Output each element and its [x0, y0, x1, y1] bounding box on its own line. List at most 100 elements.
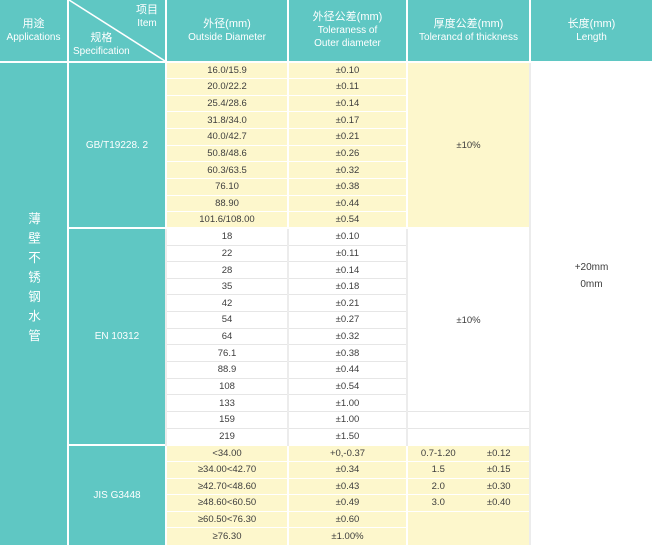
od-tolerance-cell: ±0.14	[287, 94, 407, 112]
table-row: 108 ±0.54	[0, 377, 652, 395]
col-header-od-tolerance: 外径公差(mm) Toleraness of Outer diameter	[287, 0, 407, 62]
od-cell: 88.90	[165, 194, 288, 212]
od-tolerance-cell: ±0.54	[287, 211, 407, 229]
od-cell: 64	[165, 327, 288, 345]
table-row: 60.3/63.5 ±0.32	[0, 161, 652, 179]
thickness-tolerance: ±0.15	[486, 464, 511, 476]
od-tolerance-cell: ±0.14	[287, 261, 407, 279]
item-label-block: 项目 Item	[136, 4, 158, 30]
od-tolerance-cell: ±0.44	[287, 194, 407, 212]
table-row: 20.0/22.2 ±0.11	[0, 78, 652, 96]
thickness-range-tolerance-cell: 3.0 ±0.40	[406, 494, 530, 512]
od-tol-en2: Outer diameter	[314, 38, 381, 49]
length-zh: 长度(mm)	[567, 17, 616, 30]
col-header-item-specification: 项目 Item 规格 Specification	[67, 0, 166, 62]
od-cell: 35	[165, 277, 288, 295]
od-tolerance-cell: ±0.60	[287, 510, 407, 528]
od-cell: 31.8/34.0	[165, 111, 288, 129]
table-row: 101.6/108.00 ±0.54	[0, 211, 652, 229]
od-cell: 25.4/28.6	[165, 94, 288, 112]
od-cell: 28	[165, 261, 288, 279]
table-row: JIS G3448 <34.00 +0,-0.37 0.7-1.20 ±0.12	[0, 443, 652, 545]
od-cell: 133	[165, 394, 288, 412]
table-row: 219 ±1.50	[0, 427, 652, 445]
specification-zh: 规格	[90, 32, 113, 44]
od-tolerance-cell: ±0.21	[287, 128, 407, 146]
od-cell: 20.0/22.2	[165, 78, 288, 96]
specification-en: Specification	[73, 46, 130, 57]
od-cell: 22	[165, 244, 288, 262]
od-cell: 76.1	[165, 344, 288, 362]
thickness-tolerance-en: ±10%	[406, 227, 530, 412]
od-tolerance-cell: ±0.11	[287, 244, 407, 262]
table-row: 35 ±0.18	[0, 277, 652, 295]
table-row: ≥60.50<76.30 ±0.60	[0, 510, 652, 545]
thickness-range-tolerance-cell: 0.7-1.20 ±0.12	[406, 443, 530, 462]
od-cell: 50.8/48.6	[165, 144, 288, 162]
table-row: 88.9 ±0.44	[0, 361, 652, 379]
table-row: 64 ±0.32	[0, 327, 652, 345]
thickness-range: 3.0	[431, 497, 445, 509]
col-header-outside-diameter: 外径(mm) Outside Diameter	[165, 0, 288, 62]
od-tolerance-cell: ±0.11	[287, 78, 407, 96]
applications-en: Applications	[6, 31, 61, 43]
od-cell: ≥34.00<42.70	[165, 460, 288, 479]
table-row: ≥76.30 ±1.00%	[0, 527, 652, 545]
od-tolerance-cell: ±0.18	[287, 277, 407, 295]
od-tolerance-cell: ±0.32	[287, 327, 407, 345]
item-en: Item	[137, 18, 157, 29]
od-tolerance-cell: ±0.10	[287, 227, 407, 246]
od-cell: ≥76.30	[165, 527, 288, 545]
table-row: 22 ±0.11	[0, 244, 652, 262]
thickness-range: 1.5	[431, 464, 445, 476]
application-cell: 薄壁不锈钢水管	[0, 61, 68, 545]
od-cell: 42	[165, 294, 288, 312]
table-row: 76.10 ±0.38	[0, 177, 652, 196]
od-tolerance-cell: ±0.10	[287, 61, 407, 79]
table-row: 54 ±0.27	[0, 311, 652, 329]
od-cell: 159	[165, 410, 288, 429]
od-cell: ≥48.60<60.50	[165, 494, 288, 512]
table-row: ≥48.60<60.50 ±0.49 3.0 ±0.40	[0, 494, 652, 512]
od-cell: <34.00	[165, 443, 288, 462]
length-value-block: +20mm 0mm	[532, 262, 652, 290]
header-row: 用途 Applications 项目 Item 规格 Specification…	[0, 0, 652, 62]
thickness-empty-cell	[406, 510, 530, 545]
thick-tol-en: Tolerancd of thickness	[419, 31, 518, 43]
od-cell: 108	[165, 377, 288, 395]
thickness-range-tolerance-cell: 2.0 ±0.30	[406, 477, 530, 495]
col-header-thickness-tolerance: 厚度公差(mm) Tolerancd of thickness	[406, 0, 530, 62]
table-row: 133 ±1.00	[0, 394, 652, 412]
thickness-empty-cell	[406, 410, 530, 429]
od-cell: 219	[165, 427, 288, 445]
od-cell: 88.9	[165, 361, 288, 379]
thickness-tolerance: ±0.12	[486, 447, 511, 459]
od-tolerance-cell: ±1.50	[287, 427, 407, 445]
thick-tol-zh: 厚度公差(mm)	[433, 17, 504, 30]
table-row: 40.0/42.7 ±0.21	[0, 128, 652, 146]
od-tol-en1: Toleraness of	[317, 25, 378, 36]
table-row: EN 10312 18 ±0.10 ±10%	[0, 227, 652, 445]
thickness-range: 0.7-1.20	[420, 447, 456, 459]
thickness-tolerance-gb: ±10%	[406, 60, 530, 229]
table-row: 28 ±0.14	[0, 261, 652, 279]
od-tolerance-cell: ±0.44	[287, 361, 407, 379]
table-row: 88.90 ±0.44	[0, 194, 652, 212]
od-zh: 外径(mm)	[203, 17, 251, 30]
od-tolerance-cell: ±0.38	[287, 177, 407, 196]
table-row: ≥34.00<42.70 ±0.34 1.5 ±0.15	[0, 460, 652, 479]
table-row: 76.1 ±0.38	[0, 344, 652, 362]
od-tolerance-cell: ±0.49	[287, 494, 407, 512]
od-cell: 40.0/42.7	[165, 128, 288, 146]
thickness-range-tolerance-cell: 1.5 ±0.15	[406, 460, 530, 479]
spec-label-gb: GB/T19228. 2	[67, 60, 166, 229]
table-row: 42 ±0.21	[0, 294, 652, 312]
col-header-length: 长度(mm) Length	[529, 0, 652, 62]
spec-label-en: EN 10312	[67, 227, 166, 445]
length-value-line2: 0mm	[580, 279, 603, 290]
table-row: 50.8/48.6 ±0.26	[0, 144, 652, 162]
applications-zh: 用途	[22, 17, 45, 30]
length-en: Length	[576, 31, 607, 43]
od-tolerance-cell: +0,-0.37	[287, 443, 407, 462]
